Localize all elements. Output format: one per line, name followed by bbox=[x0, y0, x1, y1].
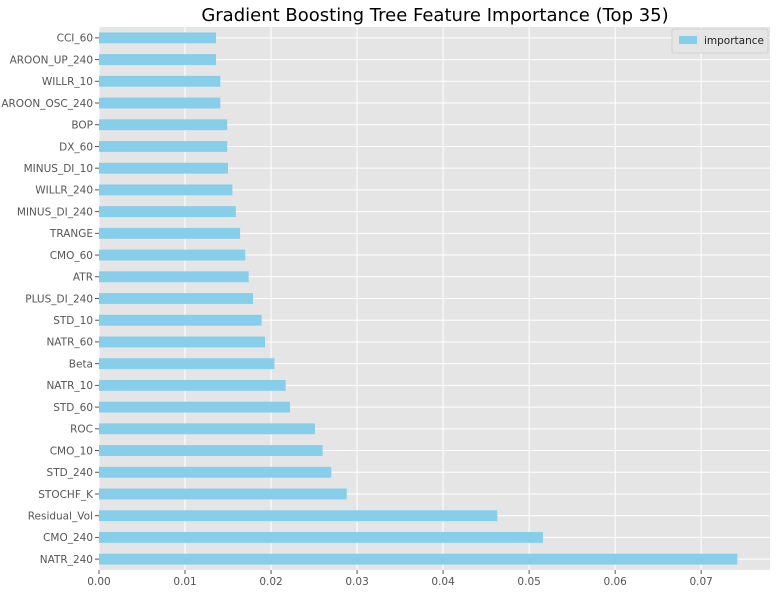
bar bbox=[99, 553, 738, 565]
bar bbox=[99, 119, 228, 131]
bar bbox=[99, 358, 275, 370]
y-tick-label: WILLR_240 bbox=[35, 185, 93, 197]
bar bbox=[99, 249, 246, 261]
bar bbox=[99, 466, 332, 478]
y-tick-label: Beta bbox=[69, 358, 93, 370]
x-tick-label: 0.05 bbox=[517, 576, 540, 588]
y-tick-label: NATR_60 bbox=[46, 337, 93, 349]
x-tick-labels: 0.00 0.01 0.02 0.03 0.04 0.05 0.06 0.07 bbox=[87, 570, 713, 588]
y-tick-labels: NATR_240 CMO_240 Residual_Vol STOCHF_K STD_2… bbox=[1, 33, 99, 566]
bar bbox=[99, 97, 221, 109]
bar bbox=[99, 293, 253, 304]
bar bbox=[99, 423, 315, 435]
x-tick-label: 0.02 bbox=[259, 576, 282, 588]
bar bbox=[99, 445, 323, 456]
y-tick-label: MINUS_DI_10 bbox=[24, 163, 93, 175]
bar bbox=[99, 206, 236, 218]
x-tick-label: 0.04 bbox=[431, 576, 455, 588]
bar bbox=[99, 510, 498, 522]
y-tick-label: NATR_240 bbox=[40, 554, 93, 566]
bar bbox=[99, 401, 290, 413]
legend-box bbox=[671, 28, 769, 54]
y-tick-label: PLUS_DI_240 bbox=[25, 293, 93, 305]
bar bbox=[99, 184, 233, 196]
y-tick-label: WILLR_10 bbox=[42, 76, 93, 88]
x-tick-label: 0.06 bbox=[603, 576, 627, 588]
bar bbox=[99, 32, 216, 44]
y-tick-label: ATR bbox=[73, 272, 93, 284]
bar bbox=[99, 336, 266, 348]
y-tick-label: Residual_Vol bbox=[28, 511, 93, 523]
legend-label: importance bbox=[704, 35, 764, 47]
bars bbox=[99, 32, 738, 565]
bar bbox=[99, 227, 241, 239]
x-tick-label: 0.07 bbox=[689, 576, 712, 588]
y-tick-label: CMO_240 bbox=[43, 532, 93, 544]
y-tick-label: CMO_60 bbox=[50, 250, 93, 262]
bar bbox=[99, 314, 262, 326]
x-tick-label: 0.00 bbox=[87, 576, 110, 588]
bar bbox=[99, 75, 221, 87]
y-tick-label: AROON_UP_240 bbox=[10, 54, 93, 66]
y-tick-label: CMO_10 bbox=[50, 445, 93, 457]
y-tick-label: CCI_60 bbox=[57, 33, 93, 45]
bar bbox=[99, 271, 249, 283]
legend: importance bbox=[671, 28, 769, 54]
x-tick-label: 0.01 bbox=[173, 576, 196, 588]
y-tick-label: ROC bbox=[70, 424, 93, 436]
y-tick-label: BOP bbox=[71, 120, 93, 132]
chart-title: Gradient Boosting Tree Feature Importanc… bbox=[201, 5, 668, 26]
bar bbox=[99, 54, 216, 66]
y-tick-label: AROON_OSC_240 bbox=[1, 98, 93, 110]
legend-swatch bbox=[679, 36, 697, 44]
y-tick-label: MINUS_DI_240 bbox=[17, 206, 93, 218]
y-tick-label: NATR_10 bbox=[46, 380, 93, 392]
y-tick-label: DX_60 bbox=[59, 141, 93, 153]
bar bbox=[99, 531, 543, 543]
bar bbox=[99, 141, 228, 152]
y-tick-label: TRANGE bbox=[49, 228, 93, 240]
y-tick-label: STD_10 bbox=[53, 315, 93, 327]
y-tick-label: STD_60 bbox=[53, 402, 93, 414]
y-tick-label: STOCHF_K bbox=[38, 489, 94, 501]
bar bbox=[99, 488, 347, 500]
y-tick-label: STD_240 bbox=[47, 467, 93, 479]
bar bbox=[99, 379, 286, 391]
x-tick-label: 0.03 bbox=[345, 576, 368, 588]
bar bbox=[99, 162, 229, 174]
